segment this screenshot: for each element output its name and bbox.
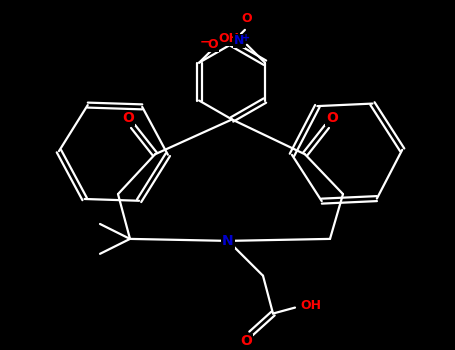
Text: O: O [207, 38, 218, 51]
Text: O: O [122, 111, 134, 125]
Text: O: O [326, 111, 338, 125]
Text: N: N [234, 34, 244, 47]
Text: OH: OH [218, 32, 240, 45]
Text: O: O [242, 12, 252, 26]
Text: −: − [200, 35, 210, 48]
Text: OH: OH [300, 299, 322, 312]
Text: +: + [242, 33, 250, 43]
Text: N: N [222, 234, 234, 248]
Text: O: O [240, 334, 252, 348]
